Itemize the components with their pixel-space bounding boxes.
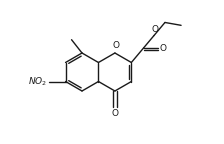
Text: O: O bbox=[160, 44, 167, 53]
Text: O: O bbox=[151, 25, 158, 34]
Text: O: O bbox=[111, 109, 118, 118]
Text: $NO_2$: $NO_2$ bbox=[28, 75, 47, 88]
Text: O: O bbox=[112, 41, 119, 51]
